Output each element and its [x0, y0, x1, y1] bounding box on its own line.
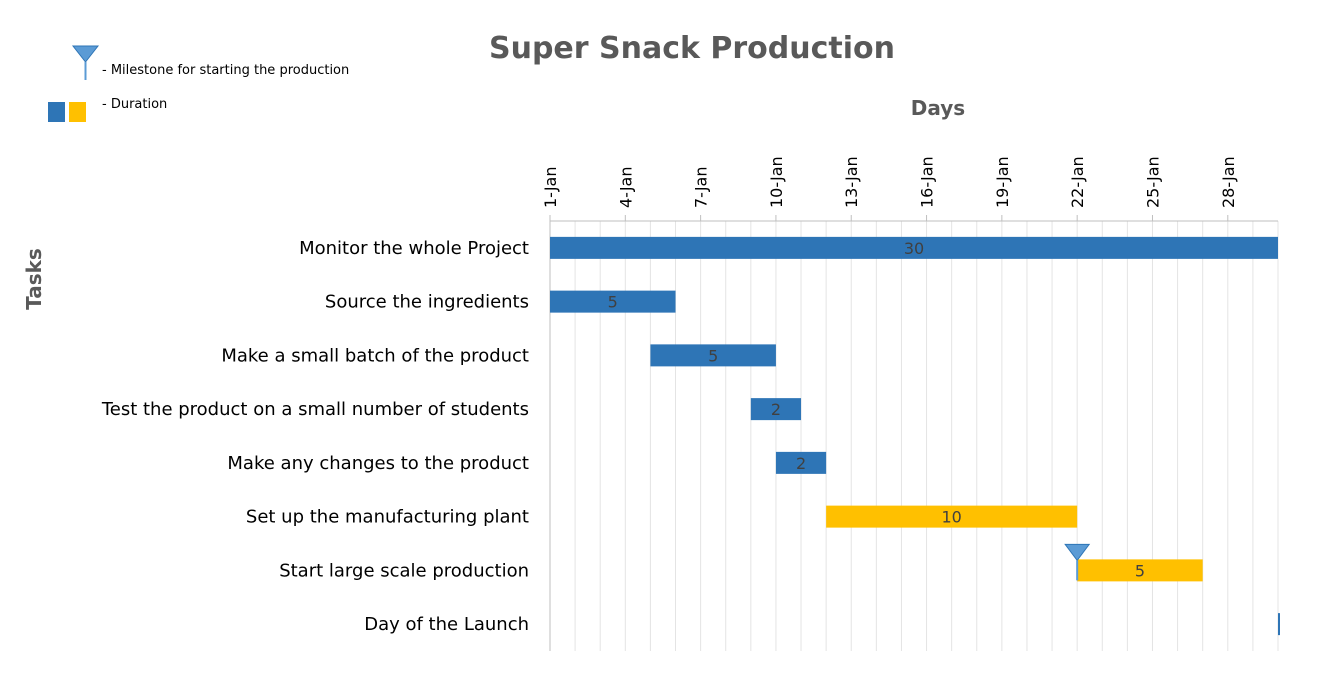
bar-value-label: 5	[608, 293, 618, 312]
task-labels: Monitor the whole Project Source the ingr…	[101, 238, 529, 635]
x-tick-label: 7-Jan	[692, 166, 711, 208]
milestones	[1064, 543, 1091, 581]
chart-title: Super Snack Production	[489, 31, 895, 66]
x-tick-label: 1-Jan	[541, 166, 560, 208]
legend-milestone-label: - Milestone for starting the production	[102, 63, 349, 78]
milestone-triangle	[1064, 543, 1091, 562]
bar-value-label: 2	[771, 400, 781, 419]
x-axis-title: Days	[911, 96, 965, 120]
bar-value-label: 30	[904, 239, 924, 258]
x-tick-label: 28-Jan	[1219, 156, 1238, 208]
milestone-icon	[1064, 543, 1091, 581]
x-axis-ticks: 1-Jan 4-Jan 7-Jan 10-Jan 13-Jan 16-Jan 19-Jan 2…	[541, 156, 1238, 208]
duration-legend-yellow-swatch	[69, 102, 86, 122]
x-tick-label: 10-Jan	[767, 156, 786, 208]
y-axis-title: Tasks	[22, 248, 46, 310]
task-label: Make a small batch of the product	[221, 345, 529, 366]
task-bar	[650, 344, 776, 367]
duration-legend-blue-swatch	[48, 102, 65, 122]
legend-duration-label: - Duration	[102, 97, 167, 112]
x-tick-label: 19-Jan	[993, 156, 1012, 208]
task-label: Start large scale production	[279, 560, 529, 581]
x-tick-label: 16-Jan	[918, 156, 937, 208]
task-label: Make any changes to the product	[227, 453, 529, 474]
legend: - Milestone for starting the production …	[48, 45, 349, 122]
grid-lines	[549, 215, 1279, 651]
task-label: Monitor the whole Project	[299, 238, 529, 259]
task-label: Test the product on a small number of st…	[101, 399, 529, 420]
x-tick-label: 22-Jan	[1068, 156, 1087, 208]
milestone-legend-icon	[71, 45, 100, 80]
bar-value-label: 5	[708, 346, 718, 365]
task-bar	[826, 505, 1078, 528]
x-tick-label: 4-Jan	[616, 166, 635, 208]
task-label: Source the ingredients	[325, 292, 529, 313]
task-label: Day of the Launch	[364, 614, 529, 635]
bar-value-label: 2	[796, 454, 806, 473]
task-bar	[550, 236, 1278, 259]
task-bar	[1077, 559, 1203, 582]
task-bar	[1278, 613, 1280, 636]
bar-value-label: 10	[941, 508, 961, 527]
task-bar	[750, 398, 802, 421]
bar-value-label: 5	[1135, 561, 1145, 580]
task-bar	[550, 290, 676, 313]
task-bar	[775, 451, 827, 474]
task-bars	[550, 236, 1280, 636]
bar-labels: 30 5 5 2 2 10 5	[608, 239, 1145, 581]
x-tick-label: 13-Jan	[842, 156, 861, 208]
x-tick-label: 25-Jan	[1143, 156, 1162, 208]
task-label: Set up the manufacturing plant	[246, 507, 529, 528]
